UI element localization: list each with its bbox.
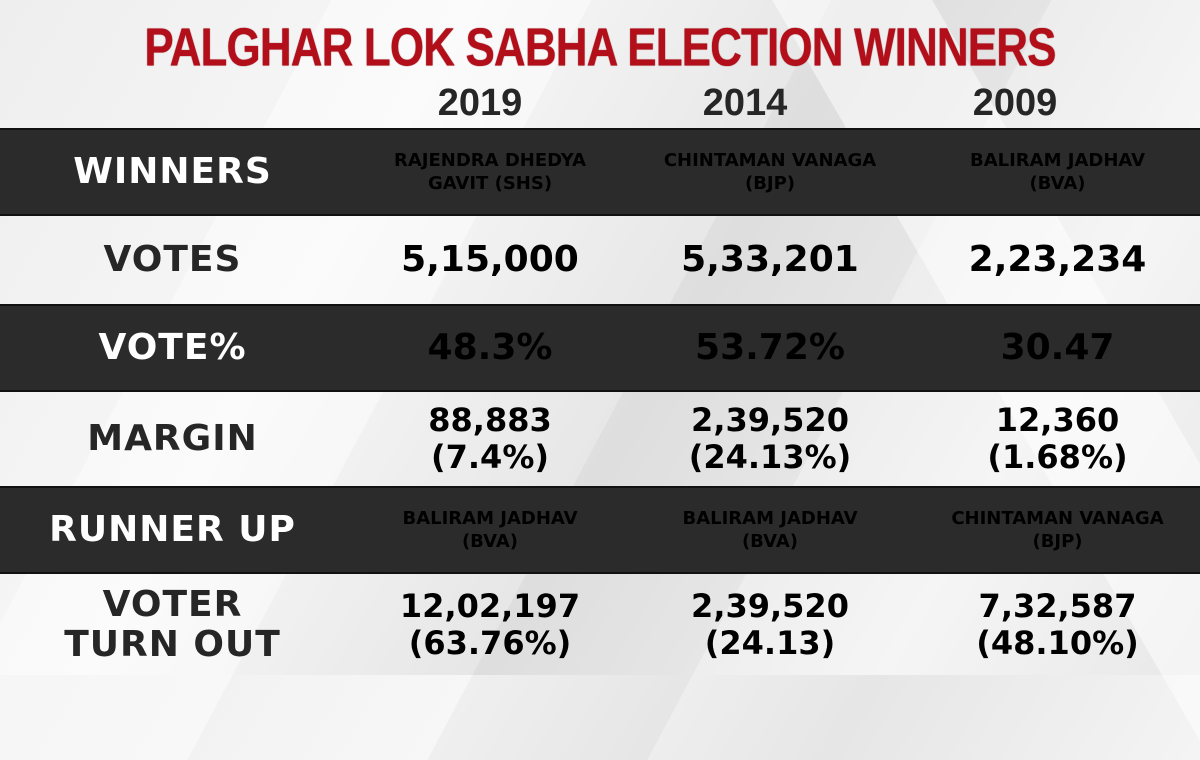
row-label: WINNERS [73,151,272,192]
year-2019-header: 2019 [437,82,523,124]
row-label: VOTER TURN OUT [64,583,281,665]
vote-percent-2014: 53.72% [695,327,845,368]
voter-turnout-row: VOTER TURN OUT 12,02,197 (63.76%) 2,39,5… [0,574,1200,675]
runner-up-row: RUNNER UP BALIRAM JADHAV (BVA) BALIRAM J… [0,486,1200,574]
runner-up-2009: CHINTAMAN VANAGA (BJP) [951,508,1164,552]
margin-2014: 2,39,520 (24.13%) [688,401,852,476]
winner-2019: RAJENDRA DHEDYA GAVIT (SHS) [393,150,587,194]
votes-2019: 5,15,000 [401,239,579,280]
vote-percent-row: VOTE% 48.3% 53.72% 30.47 [0,304,1200,392]
turnout-2009: 7,32,587 (48.10%) [976,586,1139,662]
year-2014-header: 2014 [702,82,788,124]
vote-percent-2019: 48.3% [427,327,553,368]
row-label: VOTE% [98,327,247,368]
row-label: RUNNER UP [49,509,296,550]
year-2009-header: 2009 [972,82,1058,124]
page-title: PALGHAR LOK SABHA ELECTION WINNERS [144,16,1056,78]
runner-up-2014: BALIRAM JADHAV (BVA) [682,508,858,552]
margin-row: MARGIN 88,883 (7.4%) 2,39,520 (24.13%) 1… [0,392,1200,486]
year-header-row: 2019 2014 2009 [0,80,1200,126]
vote-percent-2009: 30.47 [1000,327,1115,368]
margin-2019: 88,883 (7.4%) [428,401,552,476]
winners-row: WINNERS RAJENDRA DHEDYA GAVIT (SHS) CHIN… [0,128,1200,216]
turnout-2019: 12,02,197 (63.76%) [399,586,581,662]
winner-2014: CHINTAMAN VANAGA (BJP) [663,150,877,194]
votes-row: VOTES 5,15,000 5,33,201 2,23,234 [0,216,1200,304]
winner-2009: BALIRAM JADHAV (BVA) [969,150,1146,194]
votes-2014: 5,33,201 [681,239,859,280]
row-label: VOTES [103,239,242,280]
row-label: MARGIN [87,418,258,459]
runner-up-2019: BALIRAM JADHAV (BVA) [402,508,578,552]
margin-2009: 12,360 (1.68%) [987,401,1128,476]
turnout-2014: 2,39,520 (24.13) [691,586,849,662]
votes-2009: 2,23,234 [968,239,1147,280]
